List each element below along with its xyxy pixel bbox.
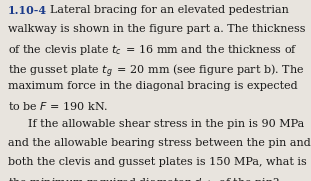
Text: both the clevis and gusset plates is 150 MPa, what is: both the clevis and gusset plates is 150…	[8, 157, 307, 167]
Text: to be $F$ = 190 kN.: to be $F$ = 190 kN.	[8, 100, 108, 112]
Text: maximum force in the diagonal bracing is expected: maximum force in the diagonal bracing is…	[8, 81, 297, 91]
Text: If the allowable shear stress in the pin is 90 MPa: If the allowable shear stress in the pin…	[28, 119, 304, 129]
Text: Lateral bracing for an elevated pedestrian: Lateral bracing for an elevated pedestri…	[50, 5, 289, 15]
Text: walkway is shown in the figure part a. The thickness: walkway is shown in the figure part a. T…	[8, 24, 305, 34]
Text: 1.10-4: 1.10-4	[8, 5, 47, 16]
Text: the minimum required diameter $d_{\mathrm{min}}$ of the pin?: the minimum required diameter $d_{\mathr…	[8, 176, 280, 181]
Text: and the allowable bearing stress between the pin and: and the allowable bearing stress between…	[8, 138, 310, 148]
Text: of the clevis plate $t_c\,$ = 16 mm and the thickness of: of the clevis plate $t_c\,$ = 16 mm and …	[8, 43, 297, 57]
Text: the gusset plate $t_g\,$ = 20 mm (see figure part b). The: the gusset plate $t_g\,$ = 20 mm (see fi…	[8, 62, 304, 80]
